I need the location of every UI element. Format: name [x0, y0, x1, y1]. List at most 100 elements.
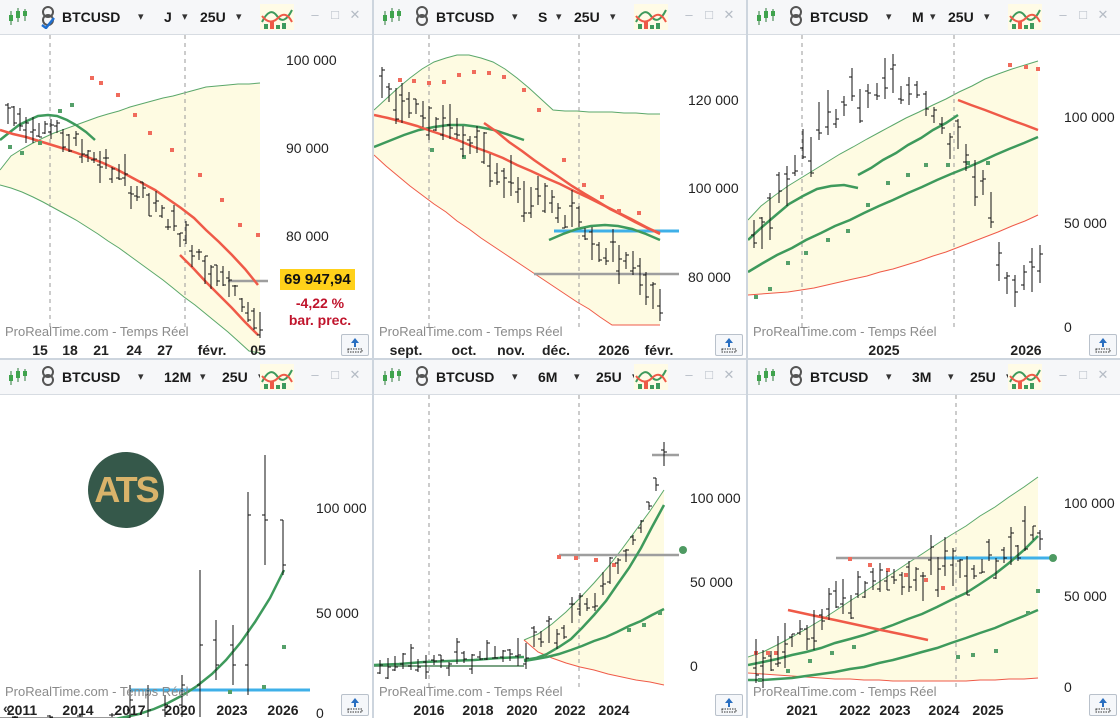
chart-plot-area[interactable]: 100 000 50 000 0 2021 2022 2023 2024 2025 ProRea…: [748, 395, 1120, 718]
price-chart[interactable]: 120 000 100 000 80 000 sept. oct. nov. déc. 202…: [374, 35, 746, 358]
maximize-icon[interactable]: □: [331, 367, 339, 382]
scroll-to-end-button[interactable]: [341, 334, 369, 356]
units-selector[interactable]: 25U: [200, 9, 226, 25]
chevron-down-icon[interactable]: ▾: [886, 371, 892, 383]
chevron-down-icon[interactable]: ▾: [886, 11, 892, 23]
indicators-icon[interactable]: [634, 364, 668, 390]
sar-dot: [594, 558, 598, 562]
symbol-selector[interactable]: BTCUSD: [810, 369, 869, 385]
candlestick-icon[interactable]: [380, 365, 404, 389]
scroll-to-end-button[interactable]: [341, 694, 369, 716]
chevron-down-icon[interactable]: ▾: [984, 11, 990, 23]
minimize-icon[interactable]: –: [685, 7, 693, 22]
price-chart[interactable]: 100 000 50 000 0 2021 2022 2023 2024 2025 ProRea…: [748, 395, 1120, 718]
chevron-down-icon[interactable]: ▾: [610, 11, 616, 23]
candlestick-icon[interactable]: [380, 5, 404, 29]
maximize-icon[interactable]: □: [331, 7, 339, 22]
maximize-icon[interactable]: □: [1079, 7, 1087, 22]
minimize-icon[interactable]: –: [311, 7, 319, 22]
chevron-down-icon[interactable]: ▾: [236, 11, 242, 23]
maximize-icon[interactable]: □: [1079, 367, 1087, 382]
chevron-down-icon[interactable]: ▾: [200, 371, 206, 383]
maximize-icon[interactable]: □: [705, 367, 713, 382]
symbol-selector[interactable]: BTCUSD: [810, 9, 869, 25]
chevron-down-icon[interactable]: ▾: [138, 371, 144, 383]
chevron-down-icon[interactable]: ▾: [930, 11, 936, 23]
chart-plot-area[interactable]: 100 000 50 000 0 2016 2018 2020 2022 2024 ProRea…: [374, 395, 746, 718]
chevron-down-icon[interactable]: ▾: [574, 371, 580, 383]
close-icon[interactable]: ✕: [1097, 7, 1109, 22]
scroll-to-end-button[interactable]: [715, 334, 743, 356]
chevron-down-icon[interactable]: ▾: [512, 371, 518, 383]
units-selector[interactable]: 25U: [222, 369, 248, 385]
symbol-selector[interactable]: BTCUSD: [436, 369, 495, 385]
units-selector[interactable]: 25U: [970, 369, 996, 385]
indicators-icon[interactable]: [260, 364, 294, 390]
ohlc-bar: [607, 557, 613, 584]
timeframe-selector[interactable]: S: [538, 9, 548, 25]
ohlc-bar: [109, 167, 115, 183]
scroll-to-end-button[interactable]: [715, 694, 743, 716]
close-icon[interactable]: ✕: [1097, 367, 1109, 382]
link-icon[interactable]: [36, 365, 60, 389]
chevron-down-icon[interactable]: ▾: [948, 371, 954, 383]
link-icon[interactable]: [410, 365, 434, 389]
candlestick-icon[interactable]: [754, 365, 778, 389]
symbol-selector[interactable]: BTCUSD: [62, 369, 121, 385]
units-selector[interactable]: 25U: [948, 9, 974, 25]
candlestick-icon[interactable]: [6, 5, 30, 29]
ohlc-bar: [890, 54, 896, 93]
chevron-down-icon[interactable]: ▾: [182, 11, 188, 23]
price-chart[interactable]: 100 000 50 000 0 2016 2018 2020 2022 2024 ProRea…: [374, 395, 746, 718]
price-chart[interactable]: 100 000 90 000 80 000 15 18 21 24 27 févr. 05 ProR…: [0, 35, 372, 358]
minimize-icon[interactable]: –: [1059, 367, 1067, 382]
timeframe-selector[interactable]: 6M: [538, 369, 558, 385]
timeframe-selector[interactable]: J: [164, 9, 172, 25]
units-selector[interactable]: 25U: [574, 9, 600, 25]
close-icon[interactable]: ✕: [349, 7, 361, 22]
ohlc-bar: [226, 271, 232, 297]
link-icon[interactable]: [784, 5, 808, 29]
indicators-icon[interactable]: [634, 4, 668, 30]
timeframe-selector[interactable]: 3M: [912, 369, 932, 385]
indicators-icon[interactable]: [1008, 4, 1042, 30]
close-icon[interactable]: ✕: [723, 367, 735, 382]
sar-dot: [256, 233, 260, 237]
chart-plot-area[interactable]: 100 000 50 000 0 2011 2014 2017 2020 2023 2026 Pr…: [0, 395, 372, 718]
ohlc-bar: [577, 593, 583, 616]
chart-plot-area[interactable]: 100 000 90 000 80 000 15 18 21 24 27 févr. 05 ProR…: [0, 35, 372, 358]
symbol-selector[interactable]: BTCUSD: [436, 9, 495, 25]
indicators-icon[interactable]: [260, 4, 294, 30]
link-icon[interactable]: [410, 5, 434, 29]
ohlc-bar: [653, 477, 659, 491]
minimize-icon[interactable]: –: [1059, 7, 1067, 22]
link-icon[interactable]: [36, 5, 60, 30]
units-selector[interactable]: 25U: [596, 369, 622, 385]
chevron-down-icon[interactable]: ▾: [556, 11, 562, 23]
scroll-left-arrow[interactable]: «: [3, 700, 11, 716]
chart-plot-area[interactable]: 100 000 50 000 0 2025 2026 ProRealTime.com - …: [748, 35, 1120, 358]
maximize-icon[interactable]: □: [705, 7, 713, 22]
close-icon[interactable]: ✕: [723, 7, 735, 22]
link-icon[interactable]: [784, 365, 808, 389]
chevron-down-icon[interactable]: ▾: [138, 11, 144, 23]
close-icon[interactable]: ✕: [349, 367, 361, 382]
indicators-icon[interactable]: [1008, 364, 1042, 390]
x-tick-label: nov.: [497, 342, 525, 358]
ohlc-bar: [775, 636, 781, 667]
ohlc-bar: [637, 258, 643, 295]
scroll-to-end-button[interactable]: [1089, 694, 1117, 716]
minimize-icon[interactable]: –: [685, 367, 693, 382]
symbol-selector[interactable]: BTCUSD: [62, 9, 121, 25]
timeframe-selector[interactable]: M: [912, 9, 924, 25]
ohlc-bar: [596, 242, 602, 262]
minimize-icon[interactable]: –: [311, 367, 319, 382]
scroll-to-end-button[interactable]: [1089, 334, 1117, 356]
candlestick-icon[interactable]: [754, 5, 778, 29]
price-chart[interactable]: 100 000 50 000 0 2025 2026 ProRealTime.com - …: [748, 35, 1120, 358]
candlestick-icon[interactable]: [6, 365, 30, 389]
timeframe-selector[interactable]: 12M: [164, 369, 192, 385]
chevron-down-icon[interactable]: ▾: [512, 11, 518, 23]
chart-plot-area[interactable]: 120 000 100 000 80 000 sept. oct. nov. déc. 202…: [374, 35, 746, 358]
price-chart[interactable]: 100 000 50 000 0 2011 2014 2017 2020 2023 2026 Pr…: [0, 395, 372, 718]
